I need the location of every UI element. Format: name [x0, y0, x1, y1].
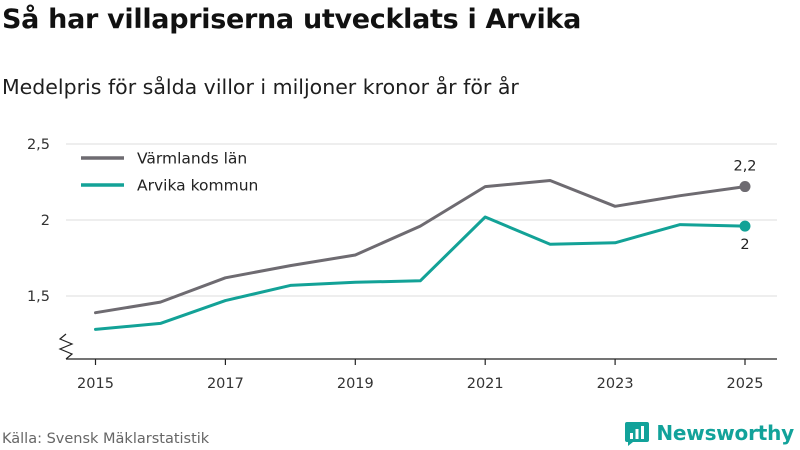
legend-label: Värmlands län: [137, 150, 247, 168]
y-tick-label: 2,5: [27, 137, 50, 153]
brand-name: Newsworthy: [656, 421, 794, 445]
data-label: 2,2: [733, 159, 756, 175]
x-tick-label: 2023: [597, 376, 634, 392]
series-line-arvika: [94, 215, 747, 331]
data-label: 2: [740, 237, 749, 253]
chart-subtitle: Medelpris för sålda villor i miljoner kr…: [2, 75, 519, 99]
axis-break-icon: [58, 333, 74, 360]
x-tick-label: 2017: [207, 376, 244, 392]
source-note: Källa: Svensk Mäklarstatistik: [2, 431, 210, 447]
chart-title: Så har villapriserna utvecklats i Arvika: [2, 4, 581, 35]
newsworthy-logo-icon: [625, 422, 650, 446]
x-tick-label: 2021: [467, 376, 504, 392]
x-tick-label: 2025: [727, 376, 764, 392]
series-end-point: [739, 220, 751, 232]
x-tick-label: 2019: [337, 376, 374, 392]
series-end-point: [739, 181, 751, 193]
brand-logo: Newsworthy: [624, 420, 794, 446]
y-tick-label: 2: [41, 213, 50, 229]
series-line-varmland: [94, 179, 747, 315]
y-tick-label: 1,5: [27, 289, 50, 305]
legend-label: Arvika kommun: [137, 177, 258, 195]
x-tick-label: 2015: [77, 376, 114, 392]
